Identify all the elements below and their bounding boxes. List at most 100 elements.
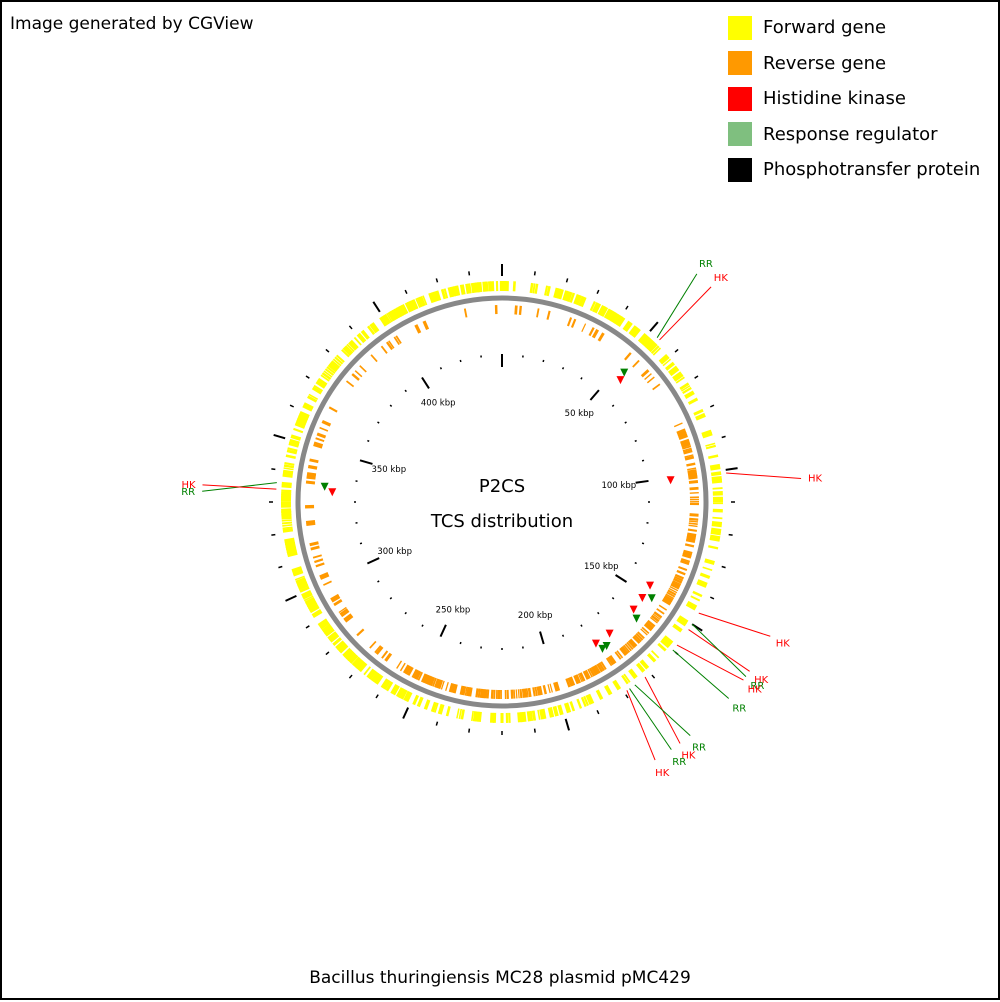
forward-gene	[447, 706, 449, 716]
reverse-gene	[520, 689, 521, 698]
forward-gene	[538, 710, 540, 720]
tick-label: 100 kbp	[601, 481, 636, 491]
feature-label: RR	[672, 757, 686, 768]
reverse-gene	[476, 688, 477, 697]
outer-tick	[373, 302, 379, 312]
inner-tick	[390, 405, 392, 406]
forward-gene	[284, 466, 294, 468]
feature-leader-line	[657, 274, 697, 338]
forward-gene	[559, 705, 562, 715]
forward-gene	[467, 284, 469, 294]
reverse-gene	[690, 488, 699, 489]
feature-leader-line	[660, 287, 712, 340]
forward-gene	[708, 456, 718, 458]
forward-gene	[700, 574, 709, 577]
forward-gene	[606, 686, 611, 695]
response-regulator-marker	[633, 615, 641, 623]
legend-item-histidine-kinase: Histidine kinase	[728, 81, 980, 117]
tick-label: 250 kbp	[436, 605, 471, 615]
outer-tick	[710, 405, 714, 407]
reverse-gene	[572, 319, 575, 327]
reverse-gene	[525, 689, 526, 698]
reverse-gene	[320, 428, 328, 431]
legend-label: Response regulator	[763, 124, 938, 145]
inner-tick	[563, 367, 564, 369]
forward-gene	[519, 712, 520, 722]
legend-label: Phosphotransfer protein	[763, 159, 980, 180]
histidine-kinase-marker	[606, 630, 614, 638]
reverse-gene	[313, 555, 322, 558]
forward-gene	[691, 596, 700, 600]
reverse-gene	[642, 370, 649, 376]
forward-gene	[472, 711, 473, 721]
legend: Forward gene Reverse gene Histidine kina…	[728, 10, 980, 188]
forward-gene	[489, 281, 490, 291]
forward-gene	[521, 712, 522, 722]
outer-tick	[597, 290, 599, 294]
legend-swatch	[728, 87, 752, 111]
reverse-gene	[652, 616, 659, 621]
outer-tick	[349, 326, 352, 329]
forward-gene	[673, 625, 681, 631]
forward-gene	[462, 709, 464, 719]
forward-gene	[614, 681, 619, 689]
outer-tick	[326, 652, 329, 655]
gene-tracks	[281, 281, 723, 723]
forward-gene	[281, 491, 291, 492]
forward-gene	[711, 532, 721, 533]
forward-gene	[462, 285, 464, 295]
reverse-gene	[678, 567, 686, 570]
reverse-gene	[317, 434, 325, 437]
forward-gene	[284, 539, 294, 541]
forward-gene	[440, 704, 443, 714]
reverse-gene	[647, 377, 654, 383]
outer-tick	[306, 626, 309, 628]
forward-gene	[630, 670, 636, 678]
reverse-gene	[468, 687, 470, 696]
outer-tick	[722, 436, 726, 437]
forward-gene	[566, 703, 569, 713]
reverse-gene	[483, 689, 484, 698]
reverse-gene	[357, 629, 364, 635]
forward-gene	[694, 410, 703, 414]
reverse-gene	[424, 321, 428, 329]
inner-tick	[367, 558, 379, 563]
reverse-gene	[465, 309, 467, 318]
forward-gene	[372, 323, 378, 331]
forward-gene	[282, 520, 292, 521]
forward-gene	[281, 513, 291, 514]
reverse-gene	[314, 559, 323, 562]
reverse-gene	[550, 684, 552, 693]
reverse-gene	[307, 473, 316, 474]
reverse-gene	[352, 374, 359, 380]
reverse-gene	[653, 384, 660, 389]
inner-tick	[422, 625, 423, 627]
reverse-gene	[323, 581, 331, 585]
feature-leader-line	[635, 685, 690, 736]
tick-label: 150 kbp	[584, 562, 619, 572]
outer-tick	[567, 278, 568, 282]
reverse-gene	[516, 689, 517, 698]
response-regulator-marker	[648, 594, 656, 602]
map-title: P2CS	[479, 476, 525, 497]
reverse-gene	[485, 689, 486, 698]
tick-label: 350 kbp	[371, 465, 406, 475]
forward-gene	[559, 289, 562, 299]
outer-tick	[290, 405, 294, 407]
reverse-gene	[516, 306, 517, 315]
reverse-gene	[401, 663, 406, 671]
reverse-gene	[537, 308, 539, 317]
forward-gene	[479, 282, 480, 292]
inner-tick	[377, 581, 379, 582]
feature-label: RR	[699, 259, 713, 270]
forward-gene	[703, 567, 713, 570]
feature-leader-line	[202, 485, 276, 489]
forward-gene	[283, 473, 293, 474]
histidine-kinase-marker	[638, 594, 646, 602]
response-regulator-marker	[620, 369, 628, 377]
forward-gene	[693, 592, 702, 596]
forward-gene	[284, 463, 294, 465]
reverse-gene	[307, 475, 316, 476]
forward-gene	[286, 456, 296, 458]
reverse-gene	[355, 371, 362, 377]
